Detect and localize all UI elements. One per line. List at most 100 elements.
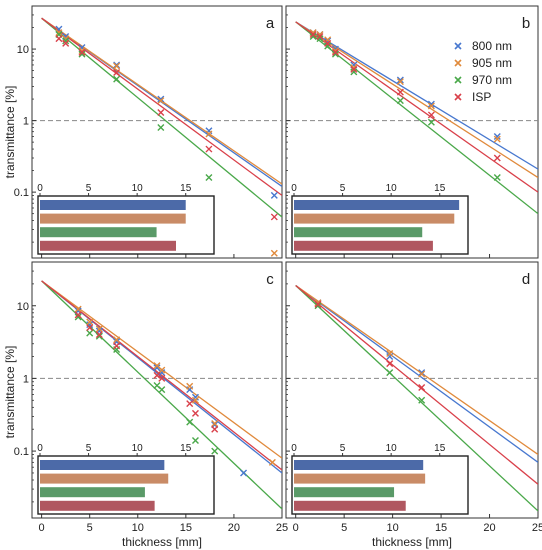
x-tick-label: 15 bbox=[180, 522, 192, 534]
inset-bar bbox=[40, 213, 186, 224]
panel-a: 10 1 0.1 a 0 5 10 15 bbox=[14, 5, 283, 259]
data-point bbox=[386, 350, 394, 358]
data-point bbox=[74, 313, 82, 321]
inset-bar bbox=[40, 200, 186, 210]
data-point bbox=[62, 37, 70, 45]
legend-entry: ISP bbox=[472, 90, 491, 104]
panel-label: b bbox=[522, 15, 530, 32]
data-point bbox=[331, 50, 339, 58]
inset-tick-label: 5 bbox=[340, 443, 346, 454]
data-point bbox=[386, 369, 394, 377]
data-point bbox=[331, 48, 339, 56]
data-point bbox=[316, 35, 324, 43]
inset-bar bbox=[294, 460, 424, 470]
data-point bbox=[427, 102, 435, 110]
data-point bbox=[396, 76, 404, 84]
data-point bbox=[113, 69, 121, 77]
data-point bbox=[309, 30, 317, 38]
data-point bbox=[74, 311, 82, 319]
inset-tick-label: 10 bbox=[132, 443, 144, 454]
data-point bbox=[86, 324, 94, 332]
x-tick-label: 20 bbox=[228, 522, 240, 534]
data-marks bbox=[41, 17, 282, 257]
inset-bar bbox=[294, 213, 455, 224]
data-point bbox=[270, 191, 278, 199]
inset-bar bbox=[294, 200, 460, 210]
fit-line bbox=[295, 284, 538, 455]
data-point bbox=[78, 50, 86, 58]
legend-marker bbox=[454, 93, 462, 101]
inset-tick-label: 0 bbox=[291, 443, 297, 454]
fit-line bbox=[41, 280, 282, 471]
data-point bbox=[157, 95, 165, 103]
x-tick-label: 15 bbox=[435, 522, 447, 534]
inset-tick-label: 0 bbox=[291, 183, 297, 194]
data-point bbox=[270, 249, 278, 257]
panel-d: 0 5 10 15 20 25 d 0 5 10 15 bbox=[285, 261, 542, 534]
x-tick-label: 25 bbox=[276, 522, 288, 534]
x-tick-label: 25 bbox=[532, 522, 542, 534]
y-tick-label: 10 bbox=[17, 301, 29, 313]
data-point bbox=[427, 118, 435, 126]
data-marks bbox=[295, 21, 538, 215]
data-marks bbox=[295, 284, 538, 512]
data-point bbox=[205, 130, 213, 138]
data-point bbox=[205, 145, 213, 153]
data-marks bbox=[41, 280, 282, 510]
data-point bbox=[324, 42, 332, 50]
data-point bbox=[158, 366, 166, 374]
data-point bbox=[240, 469, 248, 477]
data-point bbox=[157, 97, 165, 105]
data-point bbox=[211, 419, 219, 427]
data-point bbox=[324, 37, 332, 45]
legend-marker bbox=[454, 59, 462, 67]
data-point bbox=[86, 318, 94, 326]
inset-bar-chart: 0 5 10 15 bbox=[37, 183, 215, 255]
data-point bbox=[113, 75, 121, 83]
fit-line bbox=[41, 17, 282, 196]
data-point bbox=[191, 393, 199, 401]
inset-bar bbox=[40, 227, 157, 238]
data-point bbox=[493, 135, 501, 143]
data-point bbox=[427, 100, 435, 108]
inset-bar bbox=[294, 227, 423, 238]
data-point bbox=[113, 62, 121, 70]
data-point bbox=[95, 325, 103, 333]
data-point bbox=[418, 396, 426, 404]
data-point bbox=[191, 436, 199, 444]
y-tick-label: 10 bbox=[17, 44, 29, 56]
data-point bbox=[55, 35, 63, 43]
panel-b: b 0 5 10 15 800 nm 905 nm 970 nm ISP bbox=[285, 5, 539, 259]
data-point bbox=[158, 369, 166, 377]
inset-bar bbox=[40, 240, 176, 251]
data-point bbox=[396, 97, 404, 105]
x-axis-label-right: thickness [mm] bbox=[372, 535, 452, 549]
data-point bbox=[314, 300, 322, 308]
data-point bbox=[314, 299, 322, 307]
x-tick-label: 10 bbox=[386, 522, 398, 534]
x-tick-label: 10 bbox=[132, 522, 144, 534]
data-point bbox=[191, 396, 199, 404]
inset-tick-label: 15 bbox=[180, 443, 192, 454]
data-point bbox=[270, 213, 278, 221]
panel-label: a bbox=[266, 15, 275, 32]
inset-bar bbox=[294, 473, 426, 484]
y-tick-label: 0.1 bbox=[14, 446, 29, 458]
inset-tick-label: 15 bbox=[180, 183, 192, 194]
data-point bbox=[78, 48, 86, 56]
data-point bbox=[314, 302, 322, 310]
y-tick-label: 0.1 bbox=[14, 187, 29, 199]
data-point bbox=[309, 32, 317, 40]
fit-line bbox=[295, 285, 538, 512]
data-point bbox=[324, 39, 332, 47]
inset-tick-label: 10 bbox=[386, 443, 398, 454]
data-point bbox=[418, 369, 426, 377]
data-point bbox=[157, 108, 165, 116]
legend-marker bbox=[454, 42, 462, 50]
fit-line bbox=[295, 284, 538, 485]
data-point bbox=[316, 32, 324, 40]
data-point bbox=[350, 65, 358, 73]
data-point bbox=[86, 329, 94, 337]
data-point bbox=[211, 447, 219, 455]
data-point bbox=[386, 360, 394, 368]
